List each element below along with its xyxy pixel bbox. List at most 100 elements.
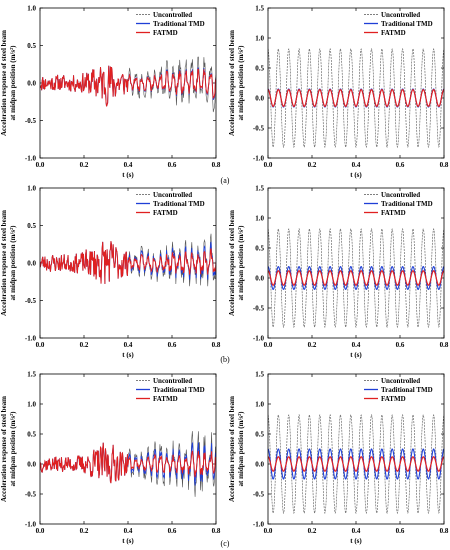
caption-a: (a) xyxy=(221,176,230,185)
x-tick-label: 0.0 xyxy=(264,341,273,349)
y-axis-label-line2: at midpan position (m/s²) xyxy=(237,411,245,487)
plot-frame xyxy=(39,373,217,525)
legend-label-traditional: Traditional TMD xyxy=(153,200,205,208)
y-tick-label: 0.5 xyxy=(27,42,36,50)
panel-c-right: 0.0 0.2 0.4 0.6 0.8 -1.0 -0.5 0.0 0.5 1.0 1.5 Uncon… xyxy=(228,371,449,546)
series-line-fatmd xyxy=(40,442,216,484)
legend-label-uncontrolled: Uncontrolled xyxy=(381,191,420,199)
y-tick-label: -1.0 xyxy=(253,335,265,343)
y-tick-label: -0.5 xyxy=(25,117,37,125)
legend-label-fatmd: FATMD xyxy=(153,29,178,37)
y-tick-label: 0.5 xyxy=(27,222,36,230)
series-group xyxy=(268,413,444,515)
panel-c-left: 0.0 0.2 0.4 0.6 0.8 -1.0 -0.5 0.0 0.5 1.0 1.5 Uncon… xyxy=(0,371,221,546)
y-tick-label: -1.0 xyxy=(25,335,37,343)
x-tick-label: 0.0 xyxy=(36,527,45,535)
y-tick-label: 1.5 xyxy=(255,185,264,193)
x-tick-label: 0.0 xyxy=(36,161,45,169)
y-tick-label: 1.0 xyxy=(27,401,36,409)
legend-label-traditional: Traditional TMD xyxy=(153,20,205,28)
legend-label-fatmd: FATMD xyxy=(381,209,406,217)
x-tick-label: 0.2 xyxy=(80,341,89,349)
y-tick-label: -0.5 xyxy=(253,125,265,133)
x-axis-label: t (s) xyxy=(350,351,362,359)
series-group xyxy=(268,227,444,329)
panel-a-left: 0.0 0.2 0.4 0.6 0.8 -1.0 -0.5 0.0 0.5 1.0 Uncontro… xyxy=(0,5,221,180)
y-tick-label: 1.0 xyxy=(255,35,264,43)
y-axis-label-line2: at midpan position (m/s²) xyxy=(9,45,17,121)
x-tick-label: 0.6 xyxy=(168,161,177,169)
x-tick-label: 0.0 xyxy=(264,527,273,535)
x-axis-label: t (s) xyxy=(122,351,134,359)
series-line-traditional xyxy=(268,265,444,291)
x-tick-label: 0.2 xyxy=(80,527,89,535)
y-tick-label: 1.0 xyxy=(27,5,36,13)
x-tick-label: 0.6 xyxy=(396,527,405,535)
y-axis-label-line2: at midpan position (m/s²) xyxy=(237,45,245,121)
series-line-traditional xyxy=(268,88,444,108)
legend-label-fatmd: FATMD xyxy=(153,209,178,217)
x-tick-label: 0.4 xyxy=(124,341,133,349)
y-tick-label: -0.5 xyxy=(253,305,265,313)
plot-frame xyxy=(39,7,217,159)
series-line-fatmd xyxy=(268,270,444,286)
x-tick-label: 0.4 xyxy=(352,527,361,535)
x-axis-label: t (s) xyxy=(350,171,362,179)
y-tick-label: -0.5 xyxy=(253,491,265,499)
caption-b: (b) xyxy=(220,355,230,364)
y-tick-label: 0.0 xyxy=(27,461,36,469)
panels: 0.0 0.2 0.4 0.6 0.8 -1.0 -0.5 0.0 0.5 1.0 Uncontro… xyxy=(0,5,449,546)
y-tick-label: -1.0 xyxy=(25,521,37,529)
series-line-uncontrolled xyxy=(268,227,444,329)
y-axis-label-line1: Acceleration response of steel beam xyxy=(0,210,8,316)
legend-label-traditional: Traditional TMD xyxy=(381,20,433,28)
y-tick-label: 0.0 xyxy=(255,275,264,283)
x-tick-label: 0.6 xyxy=(168,341,177,349)
x-tick-label: 0.2 xyxy=(308,527,317,535)
x-tick-label: 0.4 xyxy=(352,341,361,349)
x-tick-label: 0.6 xyxy=(396,161,405,169)
y-tick-label: -1.0 xyxy=(25,155,37,163)
legend-label-uncontrolled: Uncontrolled xyxy=(153,191,192,199)
panel-b-left: 0.0 0.2 0.4 0.6 0.8 -1.0 -0.5 0.0 0.5 1.0 Uncontro… xyxy=(0,185,221,360)
legend-label-fatmd: FATMD xyxy=(153,395,178,403)
y-axis-label-line1: Acceleration response of steel beam xyxy=(0,30,8,136)
x-tick-label: 0.6 xyxy=(396,341,405,349)
y-axis-label-line1: Acceleration response of steel beam xyxy=(228,210,236,316)
legend-label-fatmd: FATMD xyxy=(381,395,406,403)
legend-label-uncontrolled: Uncontrolled xyxy=(381,377,420,385)
series-group xyxy=(40,56,216,113)
panel-b-right: 0.0 0.2 0.4 0.6 0.8 -1.0 -0.5 0.0 0.5 1.0 1.5 Uncon… xyxy=(228,185,449,360)
y-tick-label: 1.5 xyxy=(255,5,264,13)
plot-frame xyxy=(267,7,445,159)
legend-label-uncontrolled: Uncontrolled xyxy=(153,377,192,385)
series-line-fatmd xyxy=(268,456,444,472)
y-tick-label: 0.0 xyxy=(27,80,36,88)
y-tick-label: 1.5 xyxy=(255,371,264,379)
x-tick-label: 0.4 xyxy=(124,161,133,169)
y-tick-label: 1.0 xyxy=(255,401,264,409)
x-tick-label: 0.0 xyxy=(36,341,45,349)
series-line-fatmd xyxy=(40,241,216,284)
y-tick-label: 1.5 xyxy=(27,371,36,379)
series-line-traditional xyxy=(268,448,444,480)
y-tick-label: 0.0 xyxy=(27,260,36,268)
plot-frame xyxy=(39,187,217,339)
x-tick-label: 0.0 xyxy=(264,161,273,169)
caption-c: (c) xyxy=(221,539,230,548)
series-group xyxy=(268,47,444,149)
x-tick-label: 0.4 xyxy=(124,527,133,535)
x-tick-label: 0.2 xyxy=(308,341,317,349)
y-tick-label: 1.0 xyxy=(255,215,264,223)
y-tick-label: -0.5 xyxy=(25,491,37,499)
y-tick-label: 0.0 xyxy=(255,95,264,103)
y-axis-label-line1: Acceleration response of steel beam xyxy=(228,30,236,136)
y-axis-label-line2: at midpan position (m/s²) xyxy=(237,225,245,301)
series-line-uncontrolled xyxy=(268,413,444,515)
series-group xyxy=(40,431,216,497)
y-tick-label: -1.0 xyxy=(253,155,265,163)
x-tick-label: 0.4 xyxy=(352,161,361,169)
x-tick-label: 0.8 xyxy=(212,341,221,349)
y-axis-label-line2: at midpan position (m/s²) xyxy=(9,225,17,301)
